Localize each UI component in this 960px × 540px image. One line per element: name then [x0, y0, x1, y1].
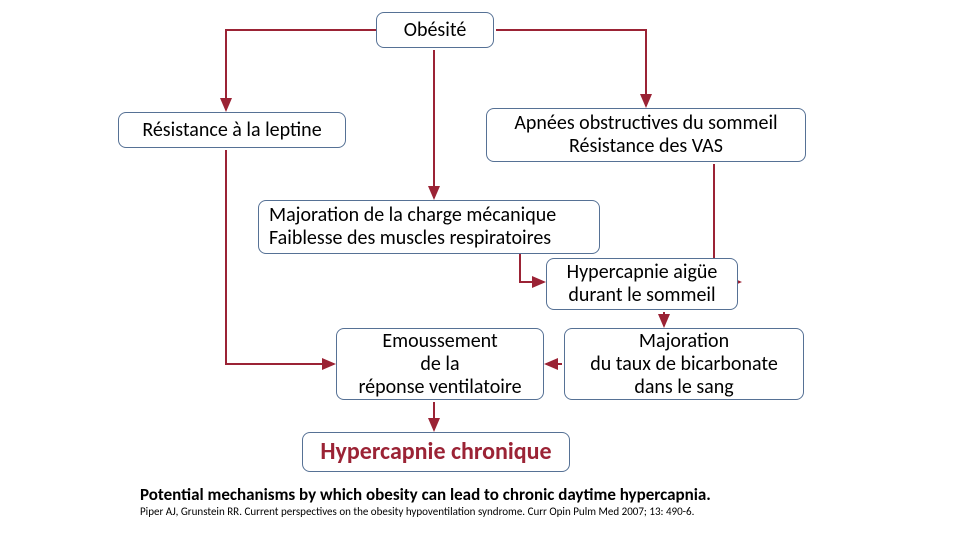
- node-apnees: Apnées obstructives du sommeil Résistanc…: [486, 108, 806, 162]
- node-mecan-l2: Faiblesse des muscles respiratoires: [269, 227, 551, 250]
- node-leptine-text: Résistance à la leptine: [142, 119, 321, 142]
- arrow-obes-to-lep: [226, 30, 386, 110]
- node-mecan-l1: Majoration de la charge mécanique: [269, 204, 556, 227]
- node-apnees-l2: Résistance des VAS: [569, 135, 723, 158]
- node-hyperaig: Hypercapnie aigüe durant le sommeil: [546, 258, 738, 310]
- node-bicarb: Majoration du taux de bicarbonate dans l…: [564, 328, 804, 400]
- node-obesite-text: Obésité: [404, 19, 467, 42]
- caption-main: Potential mechanisms by which obesity ca…: [140, 484, 711, 505]
- node-chronique-text: Hypercapnie chronique: [320, 438, 551, 466]
- caption-block: Potential mechanisms by which obesity ca…: [140, 484, 711, 518]
- node-emouss-l2: de la: [420, 353, 459, 376]
- node-leptine: Résistance à la leptine: [118, 112, 346, 148]
- node-emouss-l3: réponse ventilatoire: [358, 376, 521, 399]
- node-chronique: Hypercapnie chronique: [302, 432, 570, 472]
- arrow-mec-to-hyper: [520, 254, 544, 282]
- node-bicarb-l3: dans le sang: [634, 376, 733, 399]
- node-hyperaig-l2: durant le sommeil: [568, 284, 715, 307]
- node-emouss-l1: Emoussement: [382, 330, 497, 353]
- arrow-lep-to-emou: [226, 150, 334, 364]
- node-apnees-l1: Apnées obstructives du sommeil: [514, 112, 777, 135]
- node-hyperaig-l1: Hypercapnie aigüe: [567, 261, 718, 284]
- node-bicarb-l1: Majoration: [639, 330, 729, 353]
- arrow-obes-to-apn: [496, 30, 646, 106]
- node-bicarb-l2: du taux de bicarbonate: [590, 353, 778, 376]
- node-emouss: Emoussement de la réponse ventilatoire: [336, 328, 544, 400]
- caption-ref: Piper AJ, Grunstein RR. Current perspect…: [140, 505, 711, 518]
- node-obesite: Obésité: [376, 12, 494, 48]
- node-mecan: Majoration de la charge mécanique Faible…: [258, 200, 600, 254]
